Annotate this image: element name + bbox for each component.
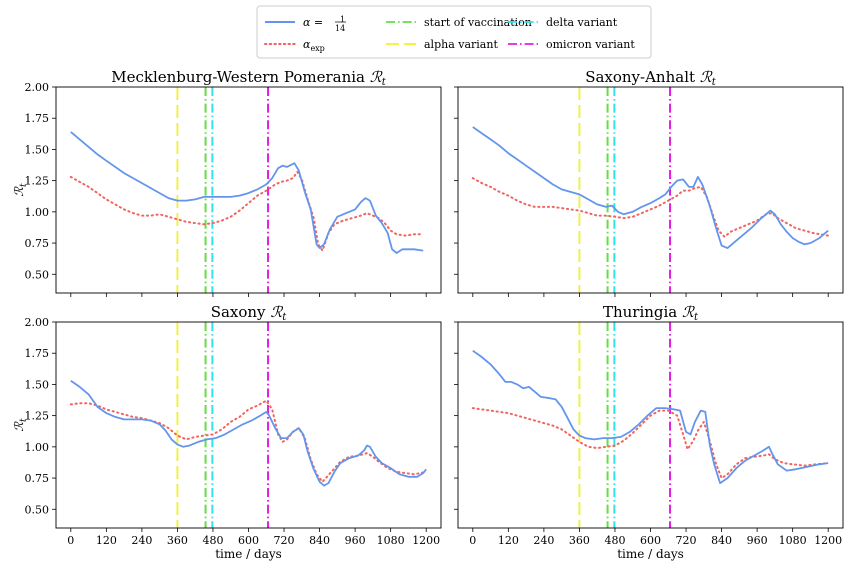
- xtick-label: 1200: [814, 534, 842, 547]
- ytick-label: 2.00: [25, 81, 50, 94]
- legend-label-omicron: omicron variant: [546, 38, 635, 51]
- series-alpha14: [70, 379, 427, 487]
- ytick-label: 1.00: [25, 441, 50, 454]
- xtick-label: 840: [711, 534, 732, 547]
- panel-title: Saxony-Anhalt ℛt: [585, 68, 717, 88]
- ytick-label: 1.00: [25, 206, 50, 219]
- xtick-label: 840: [309, 534, 330, 547]
- y-axis-label: ℛt: [12, 418, 29, 432]
- ytick-label: 0.75: [25, 237, 50, 250]
- series-alpha14: [472, 126, 829, 249]
- plot-area: [458, 322, 843, 528]
- panel-4: 0 120 240 360 480 600 720 840 960 1080 1200 Thuring…: [454, 303, 844, 561]
- ytick-label: 2.00: [25, 316, 50, 329]
- series-alphaexp: [69, 170, 425, 252]
- ytick-label: 1.25: [25, 175, 50, 188]
- xtick-label: 0: [67, 534, 74, 547]
- xtick-label: 120: [498, 534, 519, 547]
- ytick-label: 1.50: [25, 378, 50, 391]
- y-axis-label: ℛt: [12, 183, 29, 197]
- xtick-label: 360: [569, 534, 590, 547]
- xtick-label: 120: [96, 534, 117, 547]
- series-alpha14: [472, 349, 829, 484]
- series-alpha14: [70, 131, 424, 254]
- legend: α = 114 αexp start of vaccination alpha vari…: [256, 5, 652, 59]
- series-alphaexp: [471, 407, 830, 480]
- xtick-label: 1080: [377, 534, 405, 547]
- xtick-label: 480: [604, 534, 625, 547]
- xtick-label: 240: [131, 534, 152, 547]
- xtick-label: 720: [274, 534, 295, 547]
- xtick-label: 720: [676, 534, 697, 547]
- series-alphaexp: [69, 399, 428, 483]
- panel-1: 0.50 0.75 1.00 1.25 1.50 1.75 2.00 Mecklenburg-…: [12, 68, 442, 297]
- legend-label-alphav: alpha variant: [424, 38, 498, 51]
- panel-title: Thuringia ℛt: [603, 303, 699, 323]
- x-axis-label: time / days: [617, 547, 684, 561]
- xtick-label: 240: [533, 534, 554, 547]
- legend-label-vacc: start of vaccination: [424, 16, 532, 29]
- panel-3: 0.50 0.75 1.00 1.25 1.50 1.75 2.00 0 120 240 360 48…: [12, 303, 442, 561]
- ytick-label: 0.50: [25, 268, 50, 281]
- x-axis-label: time / days: [215, 547, 282, 561]
- xtick-label: 1200: [412, 534, 440, 547]
- plot-area: [56, 322, 441, 528]
- plot-area: [458, 87, 843, 293]
- xtick-label: 360: [167, 534, 188, 547]
- xtick-label: 600: [238, 534, 259, 547]
- panel-title: Saxony ℛt: [211, 303, 288, 323]
- legend-label-alpha14: α = 1: [303, 15, 345, 29]
- legend-fraction-den: 14: [335, 24, 345, 33]
- panel-2: Saxony-Anhalt ℛt: [454, 68, 844, 297]
- xtick-label: 480: [202, 534, 223, 547]
- legend-label-delta: delta variant: [546, 16, 618, 29]
- ytick-label: 1.25: [25, 410, 50, 423]
- plot-area: [56, 87, 441, 293]
- xtick-label: 960: [345, 534, 366, 547]
- legend-frame: [256, 5, 652, 59]
- xtick-label: 1080: [779, 534, 807, 547]
- ytick-label: 0.75: [25, 472, 50, 485]
- xtick-label: 600: [640, 534, 661, 547]
- legend-label-alphaexp: αexp: [303, 38, 325, 53]
- ytick-label: 0.50: [25, 503, 50, 516]
- panel-title: Mecklenburg-Western Pomerania ℛt: [111, 68, 386, 88]
- xtick-label: 960: [747, 534, 768, 547]
- xtick-label: 0: [469, 534, 476, 547]
- ytick-label: 1.75: [25, 112, 50, 125]
- ytick-label: 1.75: [25, 347, 50, 360]
- ytick-label: 1.50: [25, 143, 50, 156]
